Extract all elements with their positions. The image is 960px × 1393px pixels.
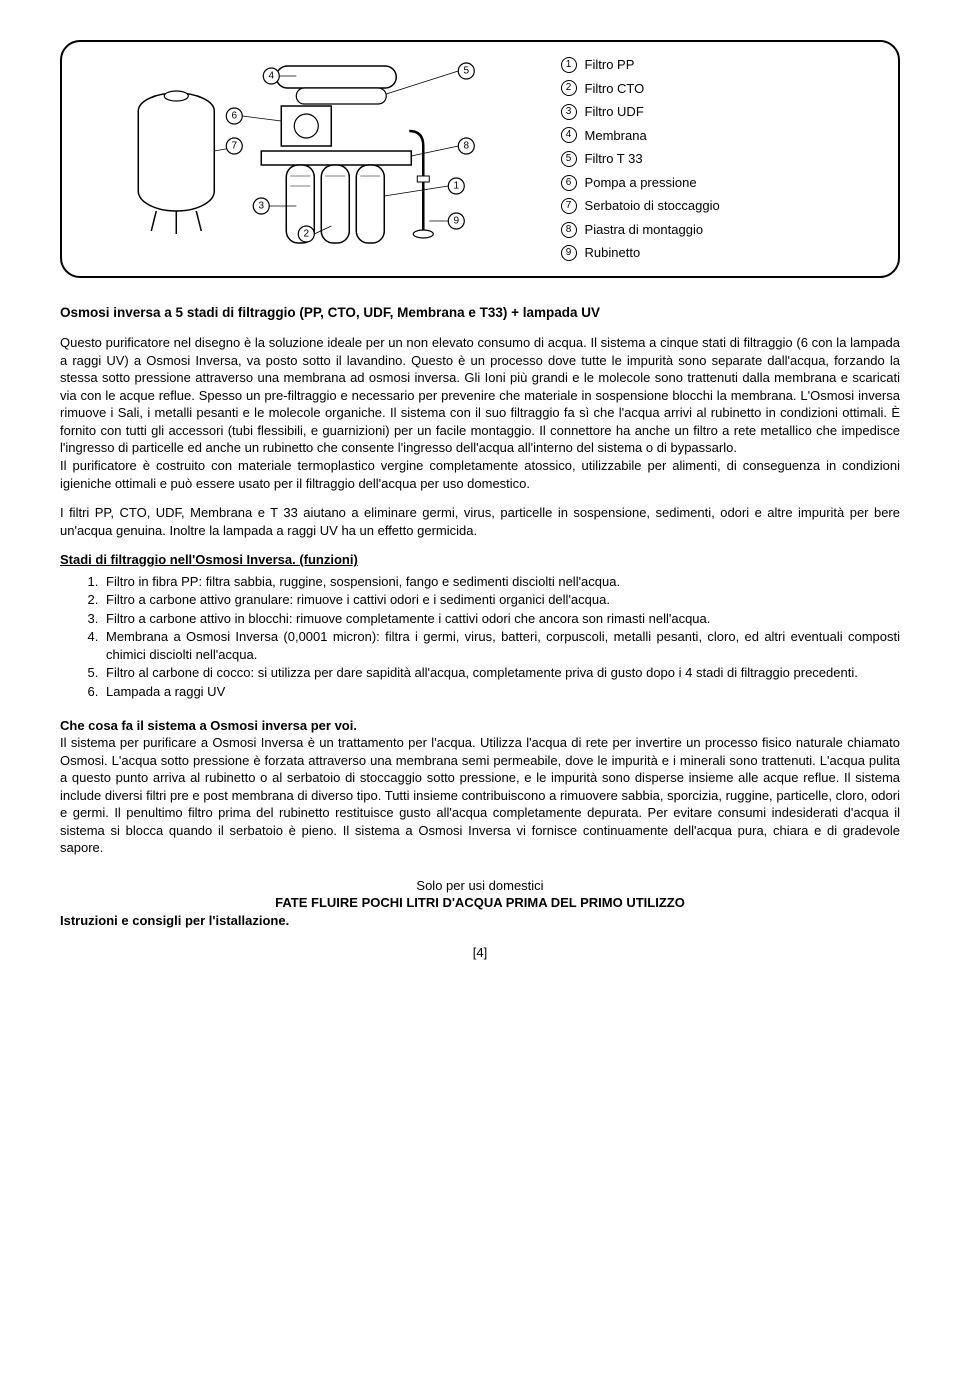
legend-number-icon: 6 — [561, 175, 577, 191]
svg-text:4: 4 — [268, 71, 274, 82]
footer-instructions-heading: Istruzioni e consigli per l'istallazione… — [60, 912, 900, 930]
legend-label: Filtro T 33 — [585, 150, 643, 168]
svg-text:7: 7 — [231, 141, 237, 152]
legend-number-icon: 8 — [561, 222, 577, 238]
stage-item: Filtro a carbone attivo in blocchi: rimu… — [102, 610, 900, 628]
legend-item: 8 Piastra di montaggio — [561, 221, 878, 239]
footer-warning: FATE FLUIRE POCHI LITRI D'ACQUA PRIMA DE… — [60, 894, 900, 912]
legend-label: Filtro UDF — [585, 103, 644, 121]
page-number: [4] — [60, 944, 900, 962]
legend-item: 1 Filtro PP — [561, 56, 878, 74]
intro-text-1: Questo purificatore nel disegno è la sol… — [60, 335, 900, 455]
legend-item: 9 Rubinetto — [561, 244, 878, 262]
legend-number-icon: 3 — [561, 104, 577, 120]
diagram-illustration: 4 6 7 3 2 5 8 1 9 — [82, 56, 541, 262]
legend-label: Serbatoio di stoccaggio — [585, 197, 720, 215]
stage-item: Membrana a Osmosi Inversa (0,0001 micron… — [102, 628, 900, 663]
diagram-frame: 4 6 7 3 2 5 8 1 9 1 Filtro PP 2 Filtro CTO 3 Filtro U… — [60, 40, 900, 278]
legend-label: Membrana — [585, 127, 647, 145]
svg-text:6: 6 — [231, 111, 237, 122]
legend-label: Piastra di montaggio — [585, 221, 704, 239]
legend-number-icon: 7 — [561, 198, 577, 214]
legend-label: Rubinetto — [585, 244, 641, 262]
legend-number-icon: 4 — [561, 127, 577, 143]
legend-label: Pompa a pressione — [585, 174, 697, 192]
footer-note: Solo per usi domestici — [60, 877, 900, 895]
stage-item: Filtro a carbone attivo granulare: rimuo… — [102, 591, 900, 609]
svg-text:9: 9 — [453, 216, 459, 227]
what-heading: Che cosa fa il sistema a Osmosi inversa … — [60, 718, 357, 733]
diagram-legend: 1 Filtro PP 2 Filtro CTO 3 Filtro UDF 4 Membran… — [561, 56, 878, 262]
legend-item: 7 Serbatoio di stoccaggio — [561, 197, 878, 215]
legend-number-icon: 2 — [561, 80, 577, 96]
stage-item: Lampada a raggi UV — [102, 683, 900, 701]
legend-item: 2 Filtro CTO — [561, 80, 878, 98]
legend-label: Filtro PP — [585, 56, 635, 74]
stage-item: Filtro al carbone di cocco: si utilizza … — [102, 664, 900, 682]
svg-text:1: 1 — [453, 181, 459, 192]
stages-list: Filtro in fibra PP: filtra sabbia, ruggi… — [60, 573, 900, 701]
legend-number-icon: 9 — [561, 245, 577, 261]
legend-number-icon: 1 — [561, 57, 577, 73]
intro-text-2: Il purificatore è costruito con material… — [60, 458, 900, 491]
stage-item: Filtro in fibra PP: filtra sabbia, ruggi… — [102, 573, 900, 591]
svg-text:8: 8 — [463, 141, 469, 152]
legend-item: 3 Filtro UDF — [561, 103, 878, 121]
legend-item: 6 Pompa a pressione — [561, 174, 878, 192]
what-section: Che cosa fa il sistema a Osmosi inversa … — [60, 717, 900, 857]
svg-text:3: 3 — [258, 201, 264, 212]
intro-paragraph: Questo purificatore nel disegno è la sol… — [60, 334, 900, 492]
legend-label: Filtro CTO — [585, 80, 645, 98]
legend-number-icon: 5 — [561, 151, 577, 167]
legend-item: 4 Membrana — [561, 127, 878, 145]
what-body: Il sistema per purificare a Osmosi Inver… — [60, 734, 900, 857]
footer-block: Solo per usi domestici FATE FLUIRE POCHI… — [60, 877, 900, 912]
filters-paragraph: I filtri PP, CTO, UDF, Membrana e T 33 a… — [60, 504, 900, 539]
stages-heading: Stadi di filtraggio nell'Osmosi Inversa.… — [60, 551, 900, 569]
legend-item: 5 Filtro T 33 — [561, 150, 878, 168]
svg-text:5: 5 — [463, 66, 469, 77]
main-title: Osmosi inversa a 5 stadi di filtraggio (… — [60, 304, 900, 322]
svg-text:2: 2 — [303, 229, 309, 240]
